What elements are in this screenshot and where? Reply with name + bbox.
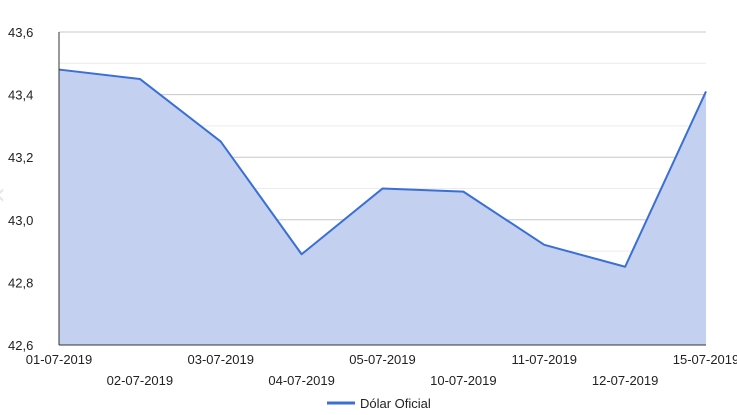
x-tick-label: 11-07-2019 bbox=[511, 352, 577, 367]
y-tick-label: 43,0 bbox=[8, 213, 33, 228]
y-tick-label: 42,6 bbox=[8, 338, 33, 353]
x-tick-label: 02-07-2019 bbox=[107, 373, 174, 388]
y-tick-label: 43,6 bbox=[8, 25, 33, 40]
data-point[interactable] bbox=[703, 88, 709, 94]
data-point[interactable] bbox=[380, 186, 386, 192]
x-tick-label: 01-07-2019 bbox=[26, 352, 93, 367]
y-tick-label: 42,8 bbox=[8, 275, 33, 290]
axis-labels: 42,6 42,8 43,0 43,2 43,4 43,6 01-07-2019 02-07-… bbox=[8, 25, 737, 388]
chevron-left-icon[interactable]: ‹ bbox=[0, 178, 14, 212]
area-layer bbox=[58, 68, 709, 345]
data-point[interactable] bbox=[218, 139, 224, 145]
x-tick-label: 05-07-2019 bbox=[349, 352, 416, 367]
x-tick-label: 04-07-2019 bbox=[268, 373, 335, 388]
x-tick-label: 03-07-2019 bbox=[188, 352, 255, 367]
axes bbox=[58, 32, 706, 346]
x-tick-label: 15-07-2019 bbox=[673, 352, 737, 367]
data-point[interactable] bbox=[299, 251, 305, 257]
data-point[interactable] bbox=[622, 264, 628, 270]
legend-label[interactable]: Dólar Oficial bbox=[360, 396, 431, 411]
series-area-fill bbox=[59, 69, 706, 345]
series-line bbox=[58, 68, 707, 268]
x-tick-label: 12-07-2019 bbox=[592, 373, 659, 388]
x-tick-label: 10-07-2019 bbox=[430, 373, 497, 388]
data-point[interactable] bbox=[137, 76, 143, 82]
data-point[interactable] bbox=[541, 242, 547, 248]
legend[interactable]: Dólar Oficial bbox=[327, 396, 431, 411]
data-point[interactable] bbox=[460, 189, 466, 195]
y-tick-label: 43,4 bbox=[8, 88, 33, 103]
y-tick-label: 43,2 bbox=[8, 150, 33, 165]
